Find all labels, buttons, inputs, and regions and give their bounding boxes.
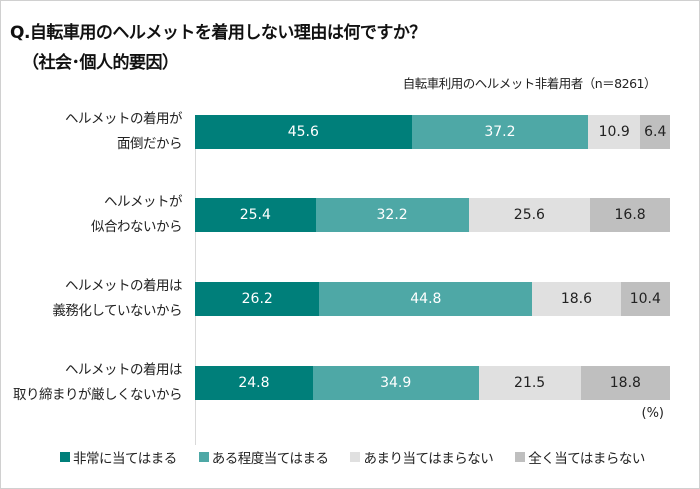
legend-item: ある程度当てはまる	[198, 447, 329, 467]
category-label: ヘルメットの着用は義務化していないから	[2, 274, 182, 324]
legend-label: 非常に当てはまる	[73, 451, 177, 467]
data-label: 34.9	[380, 375, 412, 391]
category-label: ヘルメットが似合わないから	[2, 190, 183, 240]
data-label: 21.5	[514, 375, 546, 391]
data-label: 16.8	[614, 207, 646, 223]
data-label: 24.8	[238, 375, 270, 391]
bar-segment: 25.6	[468, 198, 591, 232]
legend: 非常に当てはまる ある程度当てはまる あまり当てはまらない 全く当てはまらない	[60, 447, 645, 467]
data-label: 25.6	[513, 207, 545, 223]
data-label: 10.4	[629, 291, 661, 307]
data-label: 6.4	[644, 124, 667, 140]
data-label: 32.2	[376, 207, 408, 223]
bar-segment: 18.6	[532, 282, 621, 316]
chart-title: Q.自転車用のヘルメットを着用しない理由は何ですか？	[10, 23, 426, 43]
category-label-line: ヘルメットの着用が	[65, 111, 183, 127]
category-label-line: ヘルメットの着用は	[65, 362, 183, 378]
bar-segment: 34.9	[312, 366, 479, 400]
legend-swatch	[350, 452, 361, 462]
bar-segment: 16.8	[590, 198, 670, 232]
bar-segment: 32.2	[315, 198, 469, 232]
legend-label: あまり当てはまらない	[363, 451, 494, 467]
category-label-line: 義務化していないから	[52, 303, 182, 319]
legend-swatch	[198, 452, 209, 462]
unit-label: (%)	[641, 406, 665, 421]
legend-item: 非常に当てはまる	[60, 447, 177, 467]
legend-label: ある程度当てはまる	[211, 451, 329, 467]
data-label: 44.8	[410, 291, 442, 307]
bar-segment: 45.6	[195, 115, 412, 149]
category-label-line: 似合わないから	[91, 219, 183, 235]
chart-subtitle: 自転車利用のヘルメット非着用者（n＝8261）	[402, 76, 657, 91]
legend-item: あまり当てはまらない	[350, 447, 494, 467]
data-label: 10.9	[598, 124, 630, 140]
bar-segment: 21.5	[478, 366, 581, 400]
bar-segment: 25.4	[195, 198, 316, 232]
bar-segment: 6.4	[640, 115, 671, 149]
category-axis	[195, 117, 196, 445]
legend-swatch	[60, 452, 70, 462]
legend-swatch	[515, 452, 526, 462]
legend-label: 全く当てはまらない	[528, 451, 645, 467]
data-label: 37.2	[484, 124, 516, 140]
data-label: 18.8	[609, 375, 641, 391]
category-label: ヘルメットの着用は取り締まりが厳しくないから	[2, 358, 183, 408]
bar-segment: 44.8	[319, 282, 533, 316]
bar-segment: 26.2	[195, 282, 320, 316]
bar-segment: 37.2	[411, 115, 589, 149]
category-label-line: ヘルメットの着用は	[65, 278, 183, 294]
bar-segment: 24.8	[195, 366, 313, 400]
category-label-line: 面倒だから	[117, 136, 183, 152]
chart-title-sub: （社会･個人的要因）	[22, 53, 179, 73]
category-label-line: 取り締まりが厳しくないから	[13, 387, 183, 403]
category-label: ヘルメットの着用が面倒だから	[2, 107, 183, 157]
data-label: 25.4	[239, 207, 271, 223]
data-label: 45.6	[287, 124, 319, 140]
data-label: 18.6	[560, 291, 592, 307]
bar-segment: 10.4	[620, 282, 670, 316]
legend-item: 全く当てはまらない	[515, 447, 645, 467]
bar-segment: 10.9	[588, 115, 641, 149]
data-label: 26.2	[241, 291, 273, 307]
category-label-line: ヘルメットが	[104, 194, 183, 210]
bar-segment: 18.8	[580, 366, 670, 400]
